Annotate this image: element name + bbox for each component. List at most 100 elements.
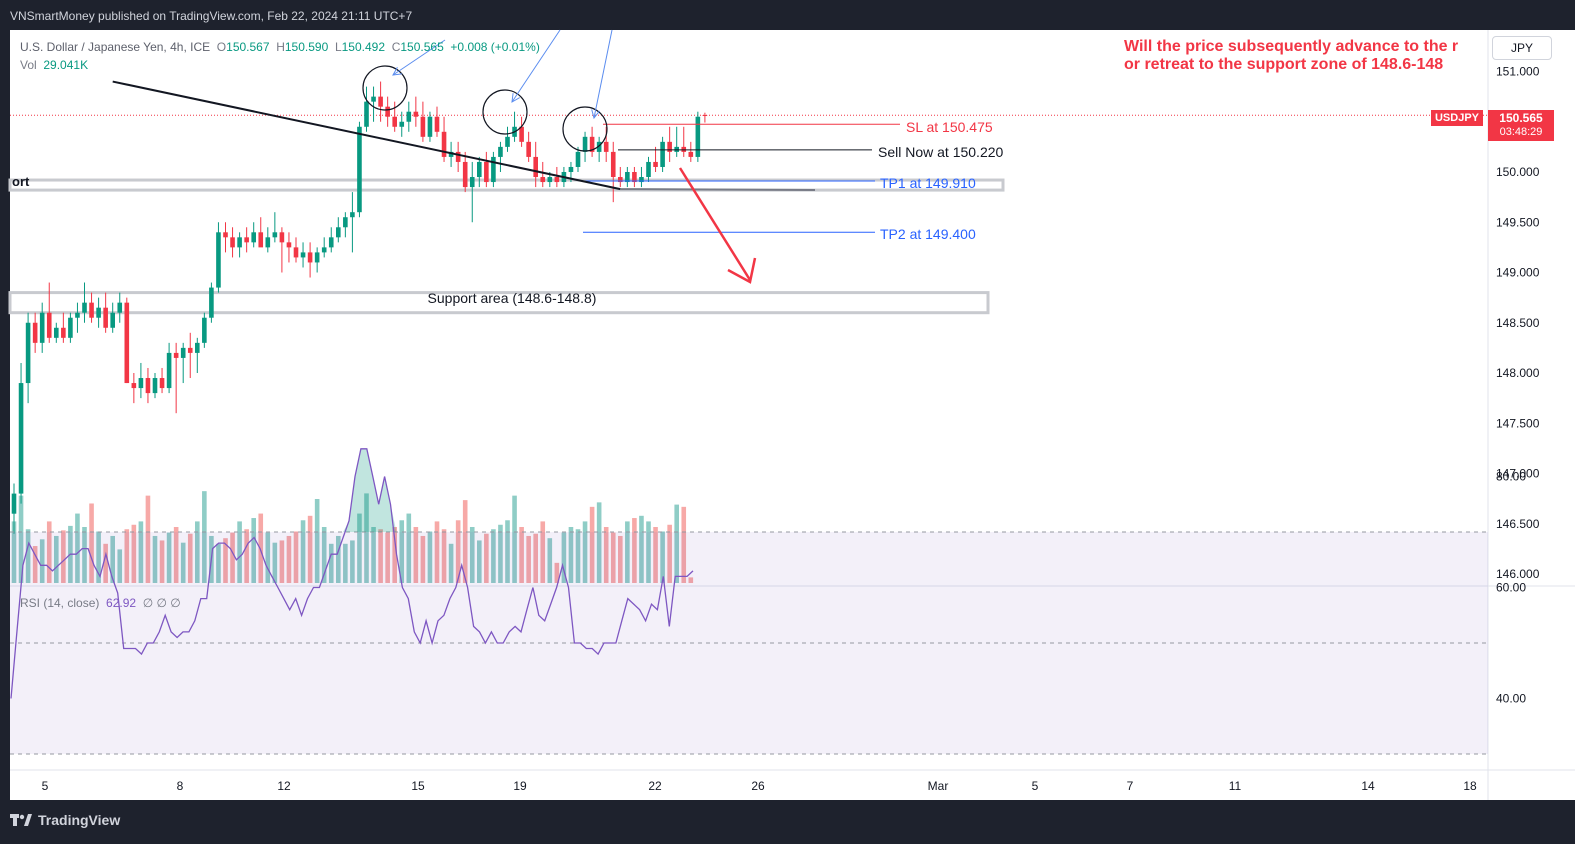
candle-body [251,232,256,243]
volume-label: Vol [20,58,37,72]
candle-body [533,156,538,178]
trendline [112,80,621,191]
candle [448,141,454,167]
candle-body [328,237,334,248]
candle-body [96,307,101,318]
candle [434,106,440,137]
pointer-arrow-head [591,109,600,120]
volume-bar [272,542,278,583]
volume-bar [300,520,306,583]
support-left-label: ort [12,174,30,189]
volume-bar [448,543,454,583]
candle [159,367,165,394]
top-bar: VNSmartMoney published on TradingView.co… [0,0,1575,32]
volume-bar [526,535,531,583]
volume-bar [343,543,348,583]
candle-body [18,383,24,494]
candle [166,342,172,394]
volume-bar [18,495,24,583]
candle-body [413,111,419,117]
volume-bar [166,532,172,583]
candle-body [336,227,341,238]
volume-bar [462,500,468,583]
last-price-value: 150.565 [1499,111,1543,125]
axis-layer: 151.000150.500150.000149.500149.000148.5… [42,65,1540,794]
currency-button[interactable]: JPY [1492,36,1552,60]
volume-bar [195,521,200,583]
time-tick-label: 19 [513,779,527,793]
candle [505,126,510,152]
candle [18,362,24,504]
candle-body [448,151,454,157]
price-tick-label: 150.000 [1496,165,1540,179]
candle-body [68,317,73,338]
candle [625,166,630,188]
volume-bar [328,543,334,583]
volume-bar [230,532,235,583]
candle [364,86,369,132]
rsi-layer [10,448,1488,755]
candle-body [547,177,553,183]
volume-bar [455,520,461,583]
volume-bar [385,532,390,583]
candle-body [505,136,510,147]
candle-body [399,121,405,127]
open-label: O [216,40,227,54]
symbol-title: U.S. Dollar / Japanese Yen, 4h, ICE [20,40,211,54]
price-tick-label: 149.000 [1496,266,1540,280]
high-label: H [276,40,285,54]
volume-bar [321,527,327,583]
rsi-value: 62.92 [106,596,137,610]
candle [321,237,327,258]
price-axis[interactable] [1488,30,1575,800]
volume-bar [554,562,560,583]
candle [406,101,412,132]
candle-body [455,151,461,162]
candle [307,242,313,278]
time-tick-label: Mar [928,779,949,793]
candle-body [660,141,665,167]
pointer-arrow-head [511,93,521,103]
time-tick-label: 15 [411,779,425,793]
volume-bar [603,527,609,583]
volume-bar [251,518,256,583]
candle [173,342,179,414]
volume-bar [159,540,165,583]
candle [462,151,468,193]
support-zone [8,291,990,315]
candle [216,222,221,293]
volume-bar [244,529,249,583]
volume-bar [681,506,687,583]
time-tick-label: 11 [1229,779,1242,793]
volume-bar [561,532,567,583]
trendline-extension [620,188,816,191]
candle-body [632,172,637,183]
chart-pane[interactable] [10,30,1488,800]
open-value: 150.567 [226,40,270,54]
volume-bar [589,506,595,583]
tp1-label: TP1 at 149.910 [880,175,976,191]
rsi-line [10,448,694,699]
candle [39,302,45,353]
candle-body [159,378,165,389]
tradingview-logo[interactable]: TradingView [10,812,120,828]
candle [477,156,482,188]
volume-bar [54,535,59,583]
price-tick-label: 146.000 [1496,567,1540,581]
candle-body [378,96,383,107]
volume-bar [427,531,433,583]
candle [32,312,38,353]
candle [272,212,278,243]
candle-body [469,177,475,188]
volume-bar [512,495,517,583]
high-value: 150.590 [284,40,329,54]
candle [632,166,637,188]
candle [512,111,517,142]
volume-bar [202,491,207,583]
candle-body [667,141,672,152]
time-tick-label: 18 [1463,779,1477,793]
candle [110,302,115,333]
candle-body [244,237,249,243]
candle-body [11,493,17,514]
